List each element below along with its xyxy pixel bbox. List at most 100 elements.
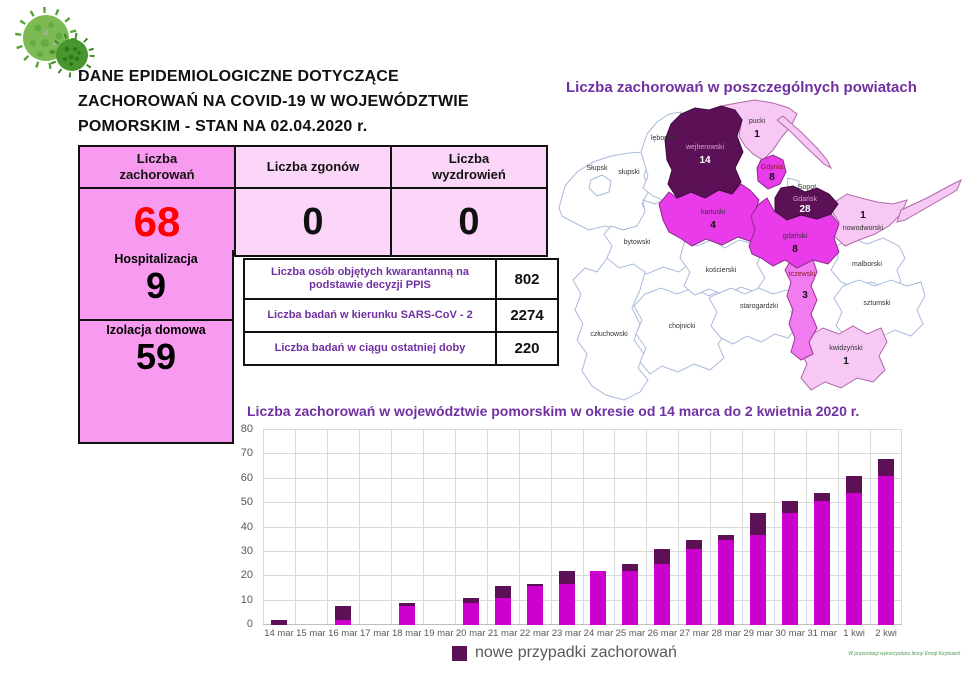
x-tick-label: 20 mar [455,628,486,639]
gridline-v [710,430,712,625]
gridline-v [646,430,648,625]
gridline-v [582,430,584,625]
tests-24h-label: Liczba badań w ciągu ostatniej doby [243,331,497,366]
city-label-slupsk: Słupsk [586,165,608,172]
y-tick-label: 80 [240,423,253,435]
bar-cumulative [334,620,351,625]
x-tick-label: 21 mar [487,628,518,639]
tests-24h-value: 220 [495,331,559,366]
page-title: DANE EPIDEMIOLOGICZNE DOTYCZĄCE ZACHOROW… [78,68,469,135]
gridline-v [838,430,840,625]
x-tick-label: 31 mar [807,628,837,639]
bar-new-cases [334,605,351,621]
bar-new-cases [878,459,895,477]
y-tick-label: 20 [240,569,253,582]
x-tick-label: 29 mar [743,628,773,639]
y-tick-label: 10 [240,593,253,606]
city-value-gdansk: 28 [799,204,811,215]
city-gdynia-shape [756,154,787,190]
county-starogardzki-shape [708,287,798,345]
vistula-spit-shape [896,178,962,223]
hospitalized-label: Hospitalizacja [114,252,198,266]
quarantine-label: Liczba osób objętych kwarantanną na pods… [243,258,497,300]
home-isolation-label: Izolacja domowa [106,323,206,337]
table-row: Liczba osób objętych kwarantanną na pods… [243,258,559,300]
quarantine-value: 802 [495,258,559,300]
x-tick-label: 28 mar [711,628,742,639]
county-sztumski-shape [833,279,926,339]
bar-cumulative [462,603,479,625]
county-label-malborski: malborski [852,261,882,268]
county-tczewski-shape [784,253,818,361]
county-value-wejherowski: 14 [699,155,711,166]
y-tick-label: 60 [240,471,253,484]
deaths-value: 0 [234,187,392,257]
bar-new-cases [462,598,479,604]
city-slupsk-shape [588,174,612,197]
bar-new-cases [398,603,415,606]
county-value-kwidzynski: 1 [843,356,849,367]
x-tick-label: 18 mar [391,628,422,639]
x-tick-label: 14 mar [264,628,294,639]
x-tick-label: 30 mar [775,628,805,639]
y-tick-label: 40 [240,520,253,533]
county-malborski-shape [830,237,906,289]
x-tick-label: 17 mar [360,628,390,639]
gridline-v [263,430,264,625]
y-tick-label: 30 [240,544,253,557]
city-label-gdynia: Gdynia [761,164,783,171]
gridline-v [806,430,808,625]
county-label-wejherowski: wejherowski [685,144,725,151]
bar-cumulative [878,476,895,625]
county-czluchowski-shape [572,257,649,401]
county-value-pucki: 1 [754,129,760,140]
county-label-czluchowski: człuchowski [590,331,628,338]
x-tick-label: 27 mar [679,628,710,639]
county-label-kartuski: kartuski [701,209,726,216]
x-axis-line [263,624,902,625]
tests-total-label: Liczba badań w kierunku SARS-CoV - 2 [243,298,497,333]
bar-new-cases [526,583,543,586]
county-value-gdanski: 8 [792,244,798,255]
gridline-v [518,430,520,625]
x-tick-label: 2 kwi [875,628,897,639]
tests-table: Liczba osób objętych kwarantanną na pods… [243,258,559,366]
gridline-v [358,430,360,625]
bar-new-cases [558,571,575,584]
bar-cumulative [846,493,863,625]
gridline-v [326,430,328,625]
county-label-slupski: słupski [618,169,640,176]
x-tick-label: 23 mar [551,628,582,639]
cases-value: 68 [78,187,236,257]
x-tick-label: 19 mar [423,628,454,639]
legend-swatch [452,645,467,661]
x-tick-label: 15 mar [296,628,326,639]
gridline-v [774,430,776,625]
x-tick-label: 16 mar [328,628,358,639]
legend-label: nowe przypadki zachorowań [475,644,677,661]
county-label-tczewski: tczewski [789,271,816,278]
bar-cumulative [398,605,415,625]
gridline-v [390,430,392,625]
chart-legend: nowe przypadki zachorowań [452,644,677,662]
bar-new-cases [814,493,831,501]
credits-footnote: W prezentacji wykorzystano ikony Emoji K… [848,651,960,657]
y-tick-label: 0 [246,618,253,630]
x-tick-label: 22 mar [519,628,550,639]
chart-plot [263,429,902,625]
x-tick-label: 25 mar [615,628,646,639]
bar-cumulative [622,571,639,625]
table-row: Liczba badań w ciągu ostatniej doby 220 [243,331,559,366]
county-value-kartuski: 4 [710,220,716,231]
bar-new-cases [654,549,671,565]
bar-cumulative [686,549,703,625]
x-tick-label: 24 mar [583,628,614,639]
county-value-nowodworski: 1 [860,210,866,221]
gridline-v [422,430,424,625]
county-label-chojnicki: chojnicki [669,323,696,330]
city-label-gdansk: Gdańsk [793,196,818,203]
bar-cumulative [718,539,735,625]
powiaty-map: słupski Słupsk lęborski bytowski człucho… [558,99,962,401]
bar-cumulative [654,564,671,625]
county-wejherowski-shape [664,105,744,199]
